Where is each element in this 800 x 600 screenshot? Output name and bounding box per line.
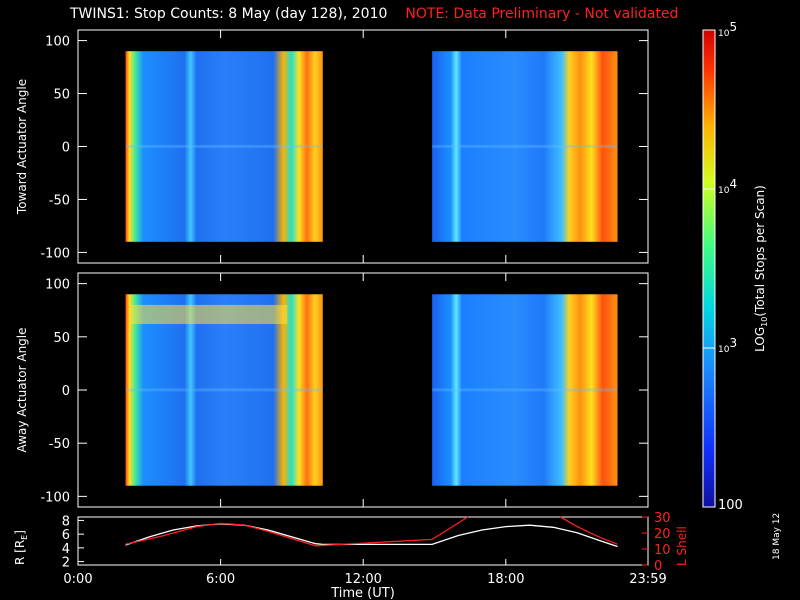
colorbar-label-main: LOG bbox=[753, 327, 767, 352]
left-axis-label-sub: E bbox=[20, 535, 29, 540]
colorbar-tick-exp: 3 bbox=[729, 336, 737, 350]
colorbar-tick-label: 103 bbox=[718, 336, 737, 355]
x-tick-label: 12:00 bbox=[344, 572, 381, 587]
colorbar-tick-exp: 5 bbox=[729, 20, 737, 34]
y-tick-label: -100 bbox=[40, 246, 70, 261]
left-y-tick-label: 2 bbox=[62, 556, 70, 571]
colorbar-gradient bbox=[702, 29, 716, 508]
line-panel-frame bbox=[77, 516, 649, 566]
right-y-tick-label: 20 bbox=[654, 527, 671, 542]
x-tick-label: 18:00 bbox=[487, 572, 524, 587]
zero-angle-band bbox=[432, 388, 618, 392]
x-tick-label: 6:00 bbox=[206, 572, 235, 587]
zero-angle-band bbox=[125, 144, 323, 148]
heatmap-block-1 bbox=[125, 51, 323, 242]
heatmap-panel-1: -100 -50 0 50 100 Toward Actuator Angle bbox=[15, 29, 649, 264]
left-axis-label-main: R [R bbox=[13, 540, 27, 565]
heatmap-block-2 bbox=[432, 294, 618, 486]
x-axis-label: Time (UT) bbox=[330, 586, 395, 600]
left-y-tick-label: 8 bbox=[62, 514, 70, 529]
colorbar-tick-base: 10 bbox=[718, 29, 730, 39]
colorbar-tick-exp: 4 bbox=[729, 177, 737, 191]
right-y-tick-label: 30 bbox=[654, 511, 671, 526]
heatmap-block-2 bbox=[432, 51, 618, 242]
colorbar-tick-base: 10 bbox=[718, 186, 730, 196]
colorbar-tick-label: 105 bbox=[718, 20, 737, 39]
colorbar-tick-label: 100 bbox=[718, 498, 743, 513]
left-axis-label: R [RE] bbox=[13, 530, 29, 565]
r-distance-line bbox=[125, 523, 618, 548]
colorbar-label: LOG10(Total Stops per Scan) bbox=[753, 185, 769, 352]
colorbar-tick-label: 104 bbox=[718, 177, 737, 196]
y-tick-label: 100 bbox=[45, 35, 70, 50]
zero-angle-band bbox=[125, 388, 323, 392]
lshell-line-2 bbox=[560, 516, 618, 545]
colorbar-label-rest: (Total Stops per Scan) bbox=[753, 185, 767, 316]
title-main: TWINS1: Stop Counts: 8 May (day 128), 20… bbox=[70, 6, 388, 22]
x-tick-label: 23:59 bbox=[629, 572, 666, 587]
colorbar-tick-base: 10 bbox=[718, 345, 730, 355]
y-tick-label: 0 bbox=[62, 141, 70, 156]
lshell-line-1 bbox=[125, 516, 469, 547]
heatmap-block-1 bbox=[125, 294, 323, 486]
y-axis-label: Toward Actuator Angle bbox=[15, 79, 29, 215]
chart-title: TWINS1: Stop Counts: 8 May (day 128), 20… bbox=[70, 6, 678, 22]
right-axis-label: L Shell bbox=[675, 526, 689, 566]
x-tick-label: 0:00 bbox=[63, 572, 92, 587]
y-axis-label: Away Actuator Angle bbox=[15, 327, 29, 452]
right-y-tick-label: 10 bbox=[654, 543, 671, 558]
y-tick-label: -50 bbox=[49, 437, 70, 452]
colorbar-tick-base: 100 bbox=[718, 498, 743, 513]
y-tick-label: -100 bbox=[40, 490, 70, 505]
heatmap-panel-2: -100 -50 0 50 100 Away Actuator Angle bbox=[15, 272, 649, 508]
y-tick-label: -50 bbox=[49, 193, 70, 208]
high-angle-band bbox=[129, 304, 288, 325]
title-note: NOTE: Data Preliminary - Not validated bbox=[405, 6, 679, 22]
colorbar-label-sub: 10 bbox=[760, 317, 769, 327]
y-tick-label: 100 bbox=[45, 278, 70, 293]
left-axis-label-end: ] bbox=[13, 530, 27, 535]
left-y-tick-label: 4 bbox=[62, 542, 70, 557]
y-tick-label: 50 bbox=[53, 88, 70, 103]
zero-angle-band bbox=[432, 144, 618, 148]
date-stamp: 18 May 12 bbox=[772, 512, 782, 560]
right-y-tick-label: 0 bbox=[654, 559, 662, 574]
left-y-tick-label: 6 bbox=[62, 528, 70, 543]
y-tick-label: 50 bbox=[53, 331, 70, 346]
y-tick-label: 0 bbox=[62, 384, 70, 399]
